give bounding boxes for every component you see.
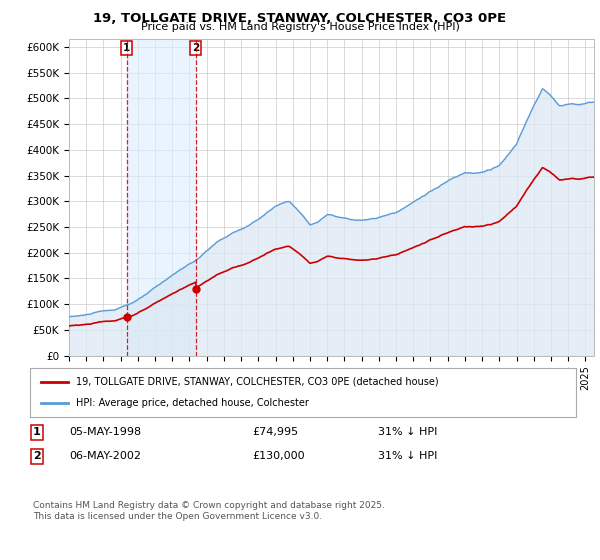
Text: 19, TOLLGATE DRIVE, STANWAY, COLCHESTER, CO3 0PE: 19, TOLLGATE DRIVE, STANWAY, COLCHESTER,… <box>94 12 506 25</box>
Text: 31% ↓ HPI: 31% ↓ HPI <box>378 451 437 461</box>
Text: 1: 1 <box>123 43 130 53</box>
Text: 2: 2 <box>192 43 199 53</box>
Text: 19, TOLLGATE DRIVE, STANWAY, COLCHESTER, CO3 0PE (detached house): 19, TOLLGATE DRIVE, STANWAY, COLCHESTER,… <box>76 377 439 387</box>
Text: 06-MAY-2002: 06-MAY-2002 <box>69 451 141 461</box>
Text: £130,000: £130,000 <box>252 451 305 461</box>
Bar <box>127 39 196 356</box>
Text: Contains HM Land Registry data © Crown copyright and database right 2025.
This d: Contains HM Land Registry data © Crown c… <box>33 501 385 521</box>
Text: Price paid vs. HM Land Registry's House Price Index (HPI): Price paid vs. HM Land Registry's House … <box>140 22 460 32</box>
Text: 31% ↓ HPI: 31% ↓ HPI <box>378 427 437 437</box>
Text: HPI: Average price, detached house, Colchester: HPI: Average price, detached house, Colc… <box>76 398 309 408</box>
Text: 2: 2 <box>33 451 41 461</box>
Text: £74,995: £74,995 <box>252 427 298 437</box>
Text: 05-MAY-1998: 05-MAY-1998 <box>69 427 141 437</box>
Text: 1: 1 <box>33 427 41 437</box>
